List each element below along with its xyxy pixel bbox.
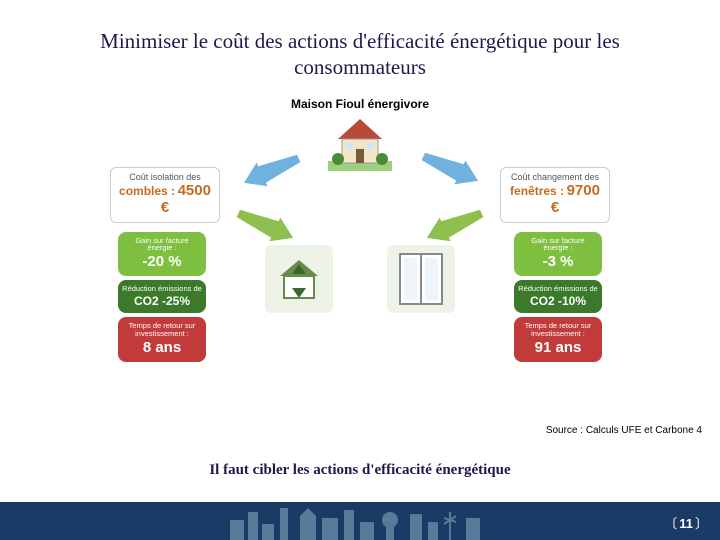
cost-card-fenetres: Coût changement des fenêtres : 9700 €	[500, 167, 610, 224]
badge-label: Temps de retour sur investissement :	[122, 322, 202, 338]
window-icon	[387, 245, 455, 313]
cost-card-combles: Coût isolation des combles : 4500 €	[110, 167, 220, 224]
badge-value: CO2 -10%	[518, 295, 598, 308]
diagram-header: Maison Fioul énergivore	[291, 97, 429, 111]
arrow-icon	[238, 145, 305, 198]
co2-badge: Réduction émissions de CO2 -25%	[118, 280, 206, 313]
badge-column-left: Gain sur facture énergie : -20 % Réducti…	[118, 232, 206, 366]
gain-badge: Gain sur facture énergie : -20 %	[118, 232, 206, 277]
slide-title: Minimiser le coût des actions d'efficaci…	[0, 0, 720, 89]
badge-value: -3 %	[518, 254, 598, 270]
badge-label: Gain sur facture énergie :	[518, 237, 598, 253]
source-text: Source : Calculs UFE et Carbone 4	[546, 425, 702, 436]
roi-badge: Temps de retour sur investissement : 91 …	[514, 317, 602, 362]
badge-value: 91 ans	[518, 340, 598, 356]
cost-item: combles :	[119, 184, 175, 198]
conclusion-text: Il faut cibler les actions d'efficacité …	[0, 462, 720, 479]
badge-value: CO2 -25%	[122, 295, 202, 308]
slide-footer: 11	[0, 502, 720, 540]
badge-label: Gain sur facture énergie :	[122, 237, 202, 253]
badge-label: Réduction émissions de	[122, 285, 202, 293]
badge-label: Réduction émissions de	[518, 285, 598, 293]
gain-badge: Gain sur facture énergie : -3 %	[514, 232, 602, 277]
diagram: Maison Fioul énergivore Coût isolation d…	[90, 97, 630, 387]
arrow-icon	[416, 143, 483, 196]
cost-label: Coût isolation des	[129, 172, 201, 182]
skyline-icon	[210, 502, 510, 540]
badge-column-right: Gain sur facture énergie : -3 % Réductio…	[514, 232, 602, 366]
page-number: 11	[664, 513, 708, 532]
cost-item: fenêtres :	[510, 184, 564, 198]
badge-label: Temps de retour sur investissement :	[518, 322, 598, 338]
insulated-house-icon	[265, 245, 333, 313]
roi-badge: Temps de retour sur investissement : 8 a…	[118, 317, 206, 362]
badge-value: -20 %	[122, 254, 202, 270]
co2-badge: Réduction émissions de CO2 -10%	[514, 280, 602, 313]
badge-value: 8 ans	[122, 340, 202, 356]
house-icon	[328, 117, 392, 176]
cost-label: Coût changement des	[511, 172, 599, 182]
